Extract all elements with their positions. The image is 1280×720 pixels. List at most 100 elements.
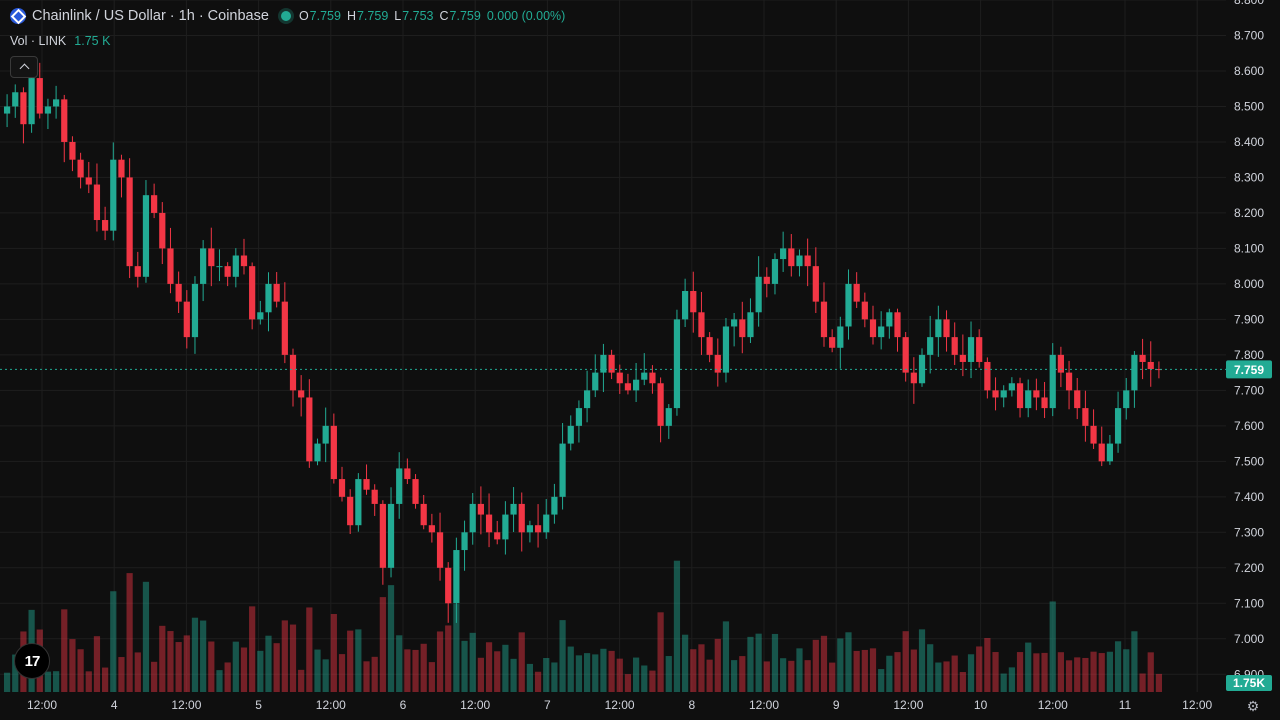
volume-bar [943, 661, 950, 692]
volume-bar [1139, 673, 1146, 692]
time-tick-label: 12:00 [460, 698, 490, 712]
candle-body [151, 195, 158, 213]
market-status-dot-icon[interactable] [280, 11, 291, 21]
volume-bar [682, 634, 689, 692]
volume-bar [837, 638, 844, 692]
candle-body [583, 390, 591, 409]
candle-body [992, 390, 999, 398]
candle-body [600, 354, 607, 373]
candle-body [36, 78, 43, 114]
candle-body [665, 408, 672, 426]
candle-body [52, 99, 60, 107]
candle-body [191, 283, 199, 338]
volume-bar [1082, 657, 1089, 692]
candle-body [44, 106, 52, 114]
candle-body [118, 159, 125, 178]
price-axis[interactable]: 8.800 8.700 8.600 8.500 8.400 8.300 8.200 8.100… [1226, 0, 1280, 692]
candle-body [682, 290, 689, 320]
candle-body [624, 383, 632, 391]
candle-body [1106, 443, 1114, 462]
volume-legend[interactable]: Vol · LINK 1.75 K [10, 34, 110, 48]
volume-bar [257, 650, 264, 692]
volume-bar [265, 635, 272, 692]
candle-body [747, 312, 754, 338]
candle-body [804, 255, 811, 267]
volume-bar [485, 642, 493, 692]
collapse-legend-button[interactable] [10, 56, 38, 78]
volume-bar [755, 633, 762, 692]
candle-body [494, 532, 501, 540]
symbol-title[interactable]: Chainlink / US Dollar · 1h · Coinbase [32, 8, 269, 24]
candle-body [526, 525, 534, 533]
candle-body [706, 337, 713, 355]
tradingview-logo-icon[interactable]: 17 [14, 643, 50, 679]
volume-bar [477, 657, 484, 692]
volume-bar [559, 620, 566, 692]
price-tick-label: 8.800 [1234, 0, 1264, 7]
candle-body [183, 301, 190, 338]
price-tick-label: 7.800 [1234, 348, 1264, 362]
volume-bar [200, 620, 207, 692]
volume-bar [396, 635, 403, 692]
last-price-badge [1226, 360, 1272, 379]
volume-bar [992, 652, 999, 692]
volume-bar [461, 640, 468, 692]
candle-body [698, 312, 705, 338]
chevron-up-icon [19, 63, 29, 74]
candle-body [167, 248, 174, 284]
candle-body [175, 283, 182, 302]
candle-body [1114, 408, 1122, 444]
candle-body [796, 255, 803, 267]
volume-bar [927, 644, 934, 692]
volume-bar [869, 648, 877, 692]
candle-body [812, 266, 819, 302]
volume-bar [967, 654, 975, 692]
volume-bar [93, 636, 101, 692]
volume-bar [722, 621, 730, 692]
candle-body [322, 425, 329, 444]
volume-bar [747, 636, 754, 692]
volume-bar [363, 661, 370, 692]
volume-bar [322, 659, 329, 692]
volume-bar [657, 612, 664, 692]
volume-bar [183, 635, 190, 692]
price-tick-label: 7.300 [1234, 525, 1264, 539]
candle-body [371, 489, 378, 504]
candle-body [232, 255, 239, 277]
volume-bar [976, 646, 983, 692]
volume-bar [44, 671, 52, 692]
candle-body [485, 514, 493, 533]
time-tick-label: 12:00 [893, 698, 923, 712]
candle-body [739, 319, 746, 338]
time-axis[interactable]: 12:00 4 12:00 5 12:00 6 12:00 7 12:00 8 12:00 9 12:0… [0, 692, 1226, 720]
candle-body [551, 496, 558, 515]
volume-bar [453, 604, 460, 692]
candle-body [853, 283, 860, 302]
volume-bar [959, 672, 966, 692]
volume-bar [281, 620, 288, 692]
price-chart[interactable] [0, 0, 1226, 692]
price-tick-label: 8.100 [1234, 241, 1264, 255]
settings-button[interactable]: ⚙ [1244, 697, 1262, 715]
ohlc-high: H7.759 [346, 9, 389, 23]
price-tick-label: 7.100 [1234, 596, 1264, 610]
last-volume-badge [1226, 675, 1272, 691]
candle-body [1131, 354, 1138, 391]
candle-body [518, 503, 525, 533]
volume-bar [167, 631, 174, 692]
volume-bar [543, 657, 550, 692]
volume-bar [853, 650, 860, 692]
volume-bar [1123, 649, 1130, 692]
candle-body [943, 319, 950, 338]
ohlc-low: L7.753 [394, 9, 434, 23]
volume-bar [1025, 642, 1032, 692]
volume-bar [575, 655, 583, 692]
candle-body [363, 479, 370, 490]
candle-body [159, 212, 166, 249]
volume-bar [534, 671, 542, 692]
volume-bar [763, 661, 770, 692]
candle-body [298, 390, 305, 398]
candle-body [1065, 372, 1073, 391]
volume-bar [240, 647, 248, 692]
candle-body [28, 78, 35, 125]
